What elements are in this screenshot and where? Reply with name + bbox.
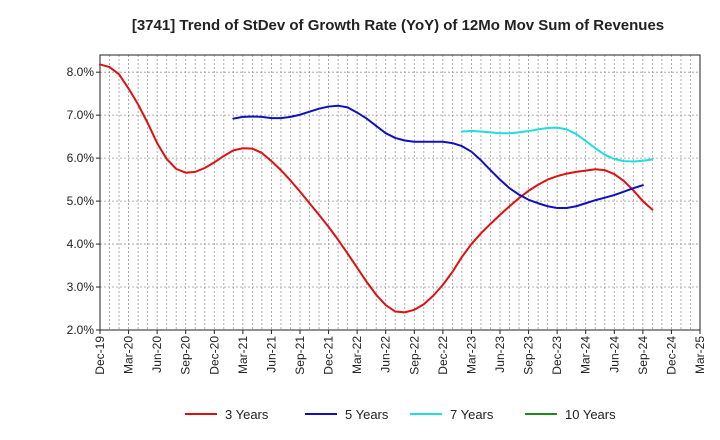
x-tick-label: Jun-23 bbox=[493, 336, 507, 373]
x-tick-label: Sep-21 bbox=[293, 336, 307, 375]
x-tick-label: Dec-24 bbox=[664, 336, 678, 375]
x-tick-label: Jun-20 bbox=[150, 336, 164, 373]
series-line-5-years bbox=[232, 104, 644, 209]
y-tick-label: 8.0% bbox=[67, 65, 95, 79]
y-axis-ticks: 2.0% 3.0% 4.0% 5.0% 6.0% 7.0% 8.0% bbox=[67, 65, 100, 337]
x-tick-label: Sep-23 bbox=[522, 336, 536, 375]
y-tick-label: 3.0% bbox=[67, 280, 95, 294]
plot-frame bbox=[99, 54, 701, 331]
x-axis-ticks: Dec-19 Mar-20 Jun-20 Sep-20 Dec-20 Mar-21 Jun-… bbox=[93, 330, 707, 375]
x-tick-label: Mar-25 bbox=[693, 336, 707, 374]
legend-label-7-years: 7 Years bbox=[450, 407, 494, 422]
legend: 3 Years 5 Years 7 Years 10 Years bbox=[185, 407, 616, 422]
legend-label-10-years: 10 Years bbox=[565, 407, 616, 422]
x-tick-label: Sep-20 bbox=[179, 336, 193, 375]
series-line-7-years bbox=[460, 126, 654, 163]
y-tick-label: 7.0% bbox=[67, 108, 95, 122]
x-tick-label: Dec-19 bbox=[93, 336, 107, 375]
y-tick-label: 5.0% bbox=[67, 194, 95, 208]
series-lines bbox=[99, 63, 654, 314]
x-tick-label: Jun-24 bbox=[607, 336, 621, 373]
y-tick-label: 6.0% bbox=[67, 151, 95, 165]
series-line-3-years bbox=[99, 63, 654, 314]
x-tick-label: Sep-22 bbox=[407, 336, 421, 375]
x-tick-label: Jun-21 bbox=[264, 336, 278, 373]
x-tick-label: Mar-21 bbox=[236, 336, 250, 374]
legend-label-3-years: 3 Years bbox=[225, 407, 269, 422]
x-tick-label: Dec-23 bbox=[550, 336, 564, 375]
y-tick-label: 4.0% bbox=[67, 237, 95, 251]
x-tick-label: Mar-23 bbox=[464, 336, 478, 374]
x-tick-label: Mar-24 bbox=[579, 336, 593, 374]
chart-title: [3741] Trend of StDev of Growth Rate (Yo… bbox=[132, 17, 664, 34]
x-tick-label: Mar-20 bbox=[122, 336, 136, 374]
x-tick-label: Mar-22 bbox=[350, 336, 364, 374]
x-tick-label: Dec-20 bbox=[207, 336, 221, 375]
x-tick-label: Dec-22 bbox=[436, 336, 450, 375]
x-tick-label: Jun-22 bbox=[379, 336, 393, 373]
y-tick-label: 2.0% bbox=[67, 323, 95, 337]
grid-lines bbox=[99, 55, 701, 331]
legend-label-5-years: 5 Years bbox=[345, 407, 389, 422]
x-tick-label: Sep-24 bbox=[636, 336, 650, 375]
x-tick-label: Dec-21 bbox=[322, 336, 336, 375]
